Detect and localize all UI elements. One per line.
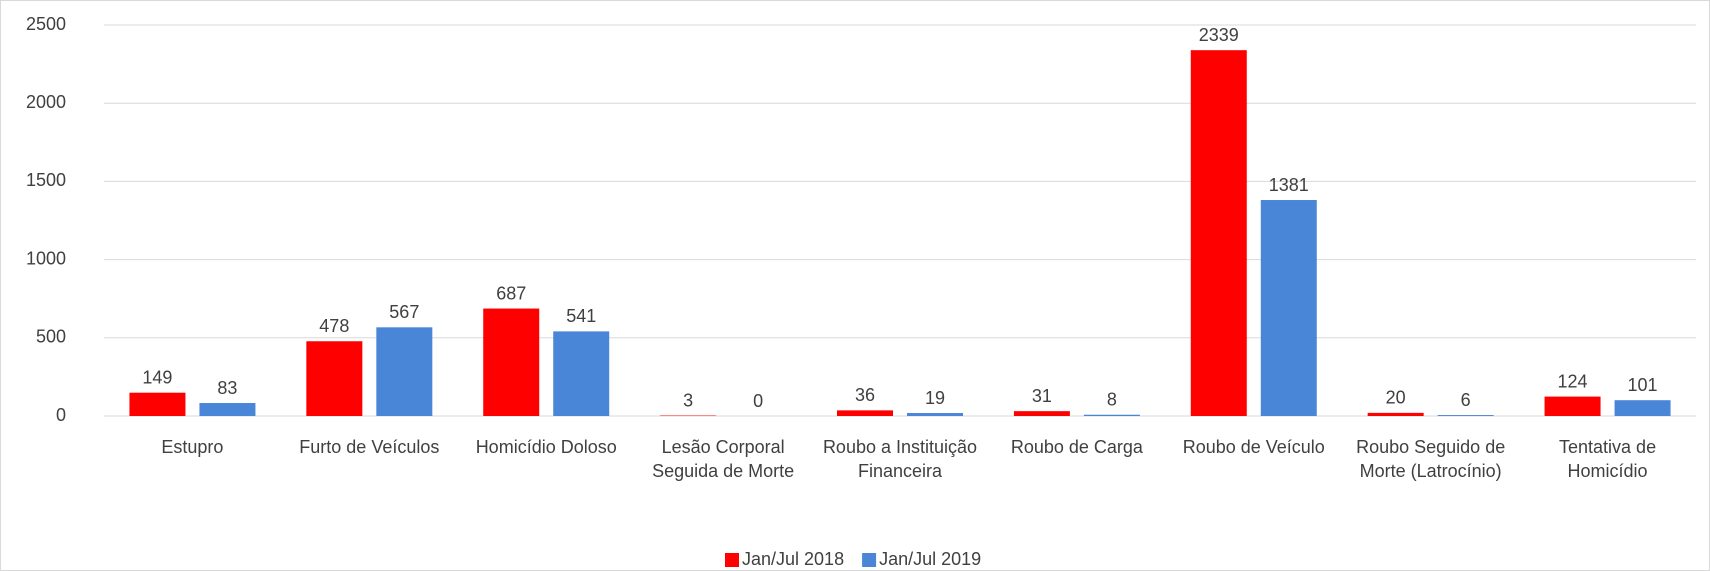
value-label: 0 [753,391,763,411]
x-tick-label: Roubo a Instituição Financeira [823,437,977,481]
bar [1260,200,1317,416]
y-tick-label: 1500 [26,170,66,190]
value-label: 124 [1558,371,1588,391]
x-tick-label: Furto de Veículos [299,437,439,457]
legend-label: Jan/Jul 2018 [742,549,844,569]
value-label: 567 [389,302,419,322]
bar [376,327,433,416]
y-tick-label: 1000 [26,248,66,268]
value-label: 20 [1386,388,1406,408]
bar [1544,396,1601,416]
value-label: 3 [683,390,693,410]
x-tick-label: Homicídio Doloso [476,437,617,457]
bar [553,331,610,416]
bar [1437,415,1494,416]
bar [1614,400,1671,416]
legend-swatch [862,553,877,567]
value-label: 101 [1628,375,1658,395]
value-label: 83 [217,378,237,398]
x-tick-label: Roubo de Veículo [1183,437,1325,457]
value-label: 687 [496,283,526,303]
bar [129,392,186,416]
y-tick-label: 0 [56,405,66,425]
value-label: 478 [319,316,349,336]
value-label: 19 [925,388,945,408]
x-tick-label: Roubo Seguido de Morte (Latrocínio) [1356,437,1505,481]
bar [1367,412,1424,416]
y-tick-label: 2500 [26,14,66,34]
value-label: 31 [1032,386,1052,406]
x-tick-label: Tentativa de Homicídio [1559,437,1656,481]
x-tick-label: Estupro [161,437,223,457]
value-label: 149 [142,367,172,387]
y-tick-label: 500 [36,327,66,347]
x-tick-label: Roubo de Carga [1011,437,1144,457]
bar [907,413,963,416]
bar [1190,50,1247,417]
legend-swatch [725,553,739,567]
bar [1013,411,1070,416]
value-label: 1381 [1269,175,1309,195]
value-label: 36 [855,385,875,405]
value-label: 6 [1461,390,1471,410]
bar [1083,414,1140,416]
bar [837,410,893,416]
y-tick-label: 2000 [26,92,66,112]
bar [483,308,540,416]
bar [199,403,256,416]
bar [306,341,363,416]
value-label: 2339 [1199,25,1239,45]
legend-label: Jan/Jul 2019 [879,549,981,569]
value-label: 541 [566,306,596,326]
value-label: 8 [1107,389,1117,409]
x-tick-label: Lesão Corporal Seguida de Morte [652,437,794,481]
